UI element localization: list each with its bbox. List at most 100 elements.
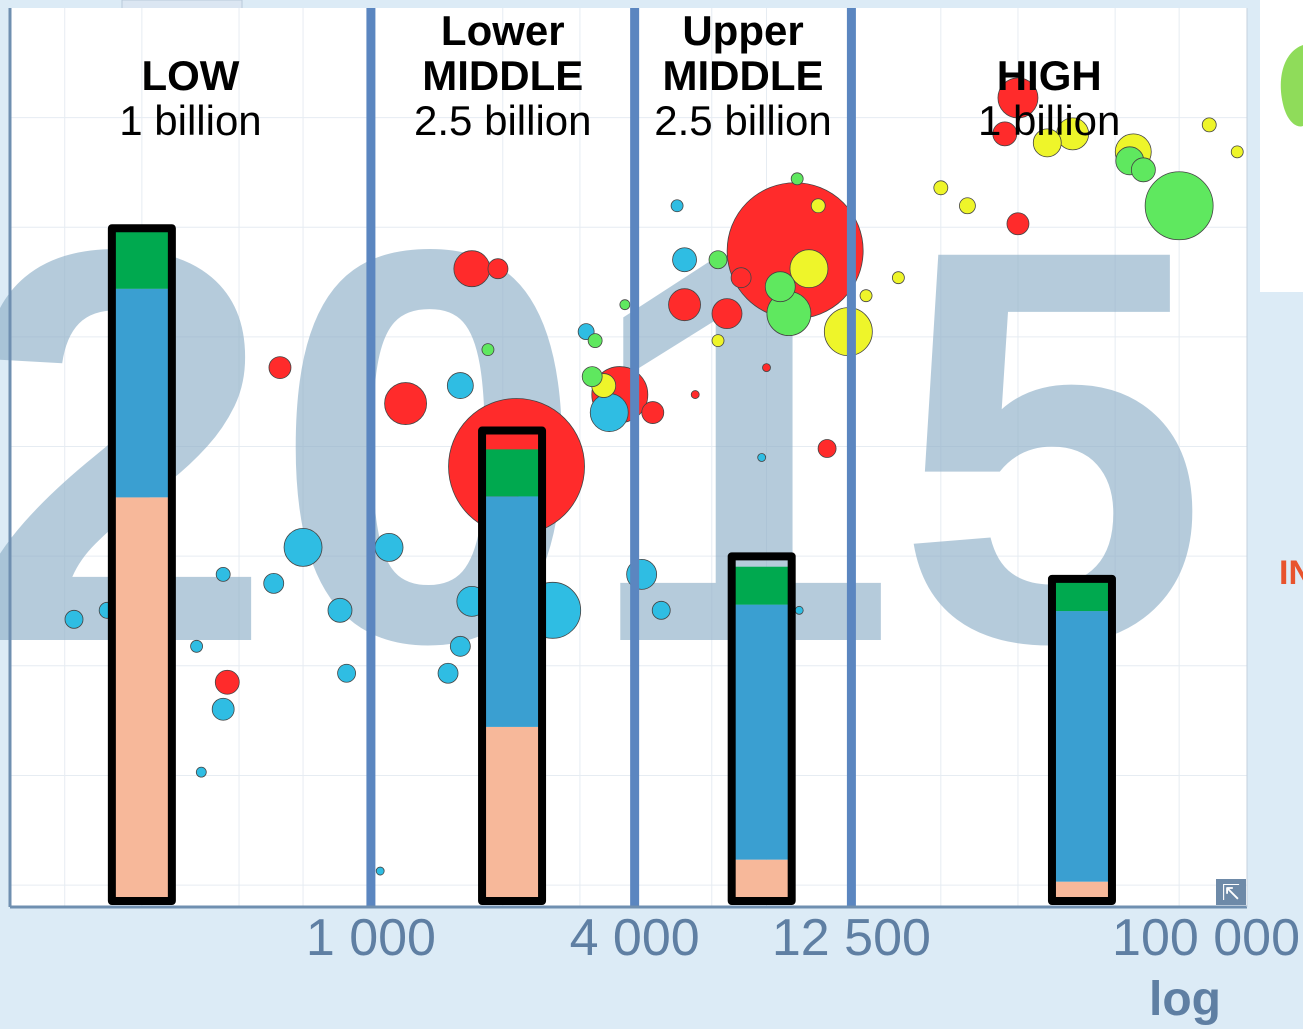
country-bubble[interactable]: [487, 258, 509, 280]
income-bar-segment: [111, 288, 172, 498]
country-bubble[interactable]: [1144, 171, 1214, 241]
income-bar: [727, 552, 796, 905]
country-bubble[interactable]: [214, 669, 240, 695]
side-label: IN: [1279, 554, 1303, 592]
country-bubble[interactable]: [859, 289, 873, 303]
income-bar-outline: [478, 426, 547, 905]
plot-area: [10, 8, 1247, 907]
country-bubble[interactable]: [711, 298, 743, 330]
bracket-population: 2.5 billion: [654, 97, 831, 144]
bracket-population: 1 billion: [119, 97, 261, 144]
right-panel: IN: [1260, 0, 1303, 592]
country-bubble[interactable]: [730, 267, 752, 289]
country-bubble[interactable]: [215, 566, 231, 582]
expand-icon[interactable]: ⇱: [1222, 880, 1240, 905]
country-bubble[interactable]: [997, 77, 1039, 119]
country-bubble[interactable]: [933, 180, 949, 196]
country-bubble[interactable]: [959, 197, 976, 215]
x-tick-label: 100 000: [1112, 909, 1300, 967]
income-bar-segment: [482, 496, 543, 727]
country-bubble[interactable]: [891, 271, 905, 285]
income-bar-segment: [1051, 611, 1112, 882]
country-bubble[interactable]: [708, 250, 728, 270]
country-bubble[interactable]: [670, 199, 684, 213]
axes: [8, 8, 1248, 909]
country-bubble[interactable]: [446, 372, 474, 399]
country-bubble[interactable]: [449, 635, 471, 657]
country-bubble[interactable]: [64, 609, 84, 629]
country-bubble[interactable]: [711, 334, 725, 348]
country-bubble[interactable]: [651, 600, 671, 620]
country-bubble[interactable]: [1130, 157, 1156, 183]
country-bubble[interactable]: [375, 866, 385, 876]
country-bubble[interactable]: [268, 356, 292, 380]
country-bubble[interactable]: [789, 249, 829, 289]
bracket-title: Upper: [682, 7, 803, 54]
income-bar: [107, 224, 176, 905]
income-bar: [1047, 574, 1116, 905]
x-tick-label: 4 000: [570, 909, 700, 967]
income-bar-segment: [482, 726, 543, 901]
year-watermark: 2015: [0, 133, 1208, 759]
globe-fragment-icon: [1280, 45, 1303, 127]
country-bubble[interactable]: [581, 366, 603, 387]
bracket-population: 2.5 billion: [414, 97, 591, 144]
country-bubble[interactable]: [690, 390, 700, 399]
country-bubble[interactable]: [589, 393, 629, 432]
country-bubble[interactable]: [1032, 128, 1062, 158]
top-tab-shape: [121, 0, 243, 10]
country-bubble[interactable]: [587, 333, 603, 349]
country-bubble[interactable]: [757, 453, 767, 462]
right-panel-card: [1260, 0, 1303, 292]
x-scale-label: log: [1149, 973, 1221, 1026]
country-bubble[interactable]: [1230, 145, 1244, 159]
country-bubble[interactable]: [668, 288, 701, 322]
country-bubble[interactable]: [794, 605, 804, 615]
income-bar-segment: [111, 228, 172, 289]
country-bubble[interactable]: [619, 299, 631, 311]
country-bubble[interactable]: [992, 121, 1018, 147]
country-bubble[interactable]: [195, 766, 207, 778]
country-bubble[interactable]: [1006, 212, 1030, 236]
top-tab: [121, 0, 243, 10]
country-bubble[interactable]: [190, 639, 203, 653]
income-bar-outline: [1047, 574, 1116, 905]
country-bubble[interactable]: [1201, 117, 1217, 133]
country-bubble[interactable]: [672, 247, 697, 273]
country-bubble[interactable]: [641, 401, 665, 424]
income-bar: [478, 426, 547, 905]
country-bubble[interactable]: [263, 572, 285, 594]
country-bubble[interactable]: [211, 697, 235, 721]
income-bar-segment: [731, 566, 792, 605]
country-bubble[interactable]: [283, 528, 323, 567]
income-bar-segment: [1051, 881, 1112, 901]
income-bar-segment: [1051, 578, 1112, 612]
expand-button-box[interactable]: [1216, 879, 1246, 905]
country-bubble[interactable]: [810, 198, 826, 214]
country-bubble[interactable]: [374, 533, 404, 562]
income-bar-segment: [731, 604, 792, 860]
country-bubble[interactable]: [453, 250, 491, 288]
bracket-population: 1 billion: [978, 97, 1120, 144]
country-bubble[interactable]: [817, 439, 837, 458]
country-bubble[interactable]: [481, 343, 495, 357]
x-tick-label: 12 500: [772, 909, 931, 967]
country-bubble[interactable]: [384, 382, 427, 425]
expand-button[interactable]: ⇱: [1216, 879, 1246, 905]
bracket-title: HIGH: [997, 52, 1102, 99]
bracket-title: LOW: [141, 52, 239, 99]
bracket-title: MIDDLE: [663, 52, 824, 99]
bracket-title: MIDDLE: [422, 52, 583, 99]
country-bubble[interactable]: [337, 663, 356, 683]
country-bubble[interactable]: [762, 363, 771, 373]
income-bar-outline: [107, 224, 176, 905]
country-bubble[interactable]: [327, 597, 353, 623]
country-bubble[interactable]: [437, 662, 459, 684]
x-tick-labels: 1 000 4 000 12 500 100 000: [306, 909, 1300, 967]
country-bubble[interactable]: [790, 172, 804, 186]
country-bubble[interactable]: [764, 271, 796, 303]
